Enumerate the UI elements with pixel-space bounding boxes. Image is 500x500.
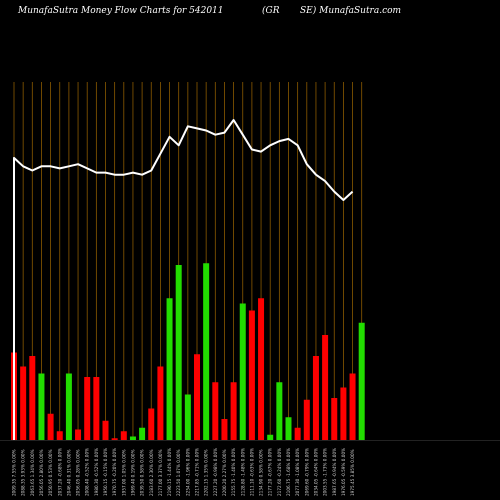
x-tick-label: 2202.15 1.35% 0.00%: [204, 449, 209, 496]
money-flow-bar: [184, 394, 191, 440]
x-tick-label: 2227.20 -0.98% 0.00%: [213, 448, 218, 496]
money-flow-bar: [221, 419, 228, 440]
money-flow-bar: [139, 427, 146, 440]
x-tick-label: 2217.85 -0.71% 0.00%: [195, 448, 200, 496]
x-tick-label: 2039.50 0.58% 0.00%: [140, 449, 145, 496]
x-tick-label: 2034.05 -0.64% 0.00%: [313, 448, 318, 496]
money-flow-bar: [65, 373, 72, 440]
x-axis-labels: 2009.35 7.55% 0.00% 2088.35 3.93% 0.00% 20…: [12, 448, 356, 496]
money-flow-bar: [29, 356, 36, 440]
x-tick-label: 2200.20 2.27% 0.00%: [222, 449, 227, 496]
money-flow-bar: [312, 356, 319, 440]
money-flow-bar: [203, 263, 210, 440]
x-tick-label: 2069.60 -0.79% 0.00%: [304, 448, 309, 496]
money-flow-bar: [166, 298, 173, 440]
x-tick-label: 2177.00 3.37% 0.00%: [158, 449, 163, 496]
x-tick-label: 2077.30 -1.08% 0.00%: [295, 448, 300, 496]
money-flow-bar: [111, 438, 118, 440]
x-tick-label: 2183.60 2.30% 0.00%: [149, 449, 154, 496]
money-flow-bar: [285, 417, 292, 440]
chart-title-right: SE) MunafaSutra.com: [300, 6, 402, 16]
x-tick-label: 2037.20 -0.68% 0.00%: [57, 448, 62, 496]
price-line-path: [13, 119, 354, 440]
money-flow-bar: [258, 298, 265, 440]
x-tick-label: 2056.05 2.80% 0.00%: [39, 449, 44, 496]
money-flow-bar: [84, 377, 91, 440]
x-tick-label: 2190.15 -1.44% 0.00%: [167, 448, 172, 496]
money-flow-bar: [56, 431, 63, 440]
money-flow-bar: [303, 399, 310, 440]
money-flow-bar: [20, 366, 27, 440]
money-flow-bar: [267, 434, 274, 440]
x-tick-label: 2128.80 -1.48% 0.00%: [240, 448, 245, 496]
x-tick-label: 1970.75 -0.20% 0.00%: [112, 448, 117, 496]
x-tick-label: 2177.20 -0.67% 0.00%: [268, 448, 273, 496]
money-flow-bar: [148, 408, 155, 440]
money-flow-bar: [47, 413, 54, 440]
money-flow-bar: [129, 436, 136, 440]
x-tick-label: 2063.65 1.34% 0.00%: [30, 449, 35, 496]
x-tick-label: 2134.90 0.58% 0.00%: [259, 449, 264, 496]
price-line: [13, 119, 354, 440]
x-tick-label: 2155.75 -1.40% 0.00%: [231, 448, 236, 496]
x-tick-label: 1957.00 1.05% 0.00%: [121, 449, 126, 496]
money-flow-bar: [340, 387, 347, 440]
chart-title: MunafaSutra Money Flow Charts for 542011: [18, 6, 224, 16]
x-tick-label: 2008.40 -0.52% 0.00%: [85, 448, 90, 496]
money-flow-bar: [38, 373, 45, 440]
x-tick-label: 2106.75 -1.68% 0.00%: [286, 448, 291, 496]
money-flow-bar: [276, 382, 283, 440]
money-flow-bar: [93, 377, 100, 440]
money-flow-bar: [102, 420, 109, 440]
x-tick-label: 2050.95 0.53% 0.00%: [48, 449, 53, 496]
x-tick-label: 2056.05 0.28% 0.00%: [76, 449, 81, 496]
money-flow-bar: [331, 398, 338, 440]
money-flow-bar: [248, 310, 255, 440]
x-tick-label: 2088.35 3.93% 0.00%: [21, 449, 26, 496]
money-flow-bar: [239, 303, 246, 440]
money-flow-bar: [157, 366, 164, 440]
x-tick-label: 2223.50 1.07% 0.00%: [176, 449, 181, 496]
x-tick-label: 2111.10 -0.63% 0.00%: [249, 448, 254, 496]
money-flow-bar: [75, 429, 82, 440]
money-flow-bar: [358, 322, 365, 440]
x-tick-label: 2254.00 -1.96% 0.00%: [185, 448, 190, 496]
x-tick-label: 1969.40 0.19% 0.00%: [130, 449, 135, 496]
money-flow-bar: [349, 373, 356, 440]
x-tick-label: 1980.30 -0.52% 0.00%: [94, 448, 99, 496]
x-tick-label: 1987.65 -0.94% 0.00%: [332, 448, 337, 496]
chart-title-middle: (GR: [262, 6, 280, 16]
money-flow-bar: [212, 382, 219, 440]
x-tick-label: 2172.60 -0.24% 0.00%: [277, 448, 282, 496]
x-tick-label: 2003.55 -1.73% 0.00%: [323, 448, 328, 496]
x-tick-label: 2009.35 7.55% 0.00%: [12, 449, 17, 496]
money-flow-bar: [294, 427, 301, 440]
money-flow-bar: [322, 335, 329, 440]
money-flow-bar: [230, 382, 237, 440]
money-flow-bar: [120, 431, 127, 440]
x-tick-label: 1975.45 3.85% 0.00%: [350, 449, 355, 496]
money-flow-bar: [194, 354, 200, 440]
money-flow-bar: [175, 265, 182, 440]
x-tick-label: 1976.05 -0.59% 0.00%: [341, 448, 346, 496]
x-tick-label: 1950.15 -0.15% 0.00%: [103, 448, 108, 496]
x-tick-label: 2046.40 0.31% 0.00%: [66, 449, 71, 496]
